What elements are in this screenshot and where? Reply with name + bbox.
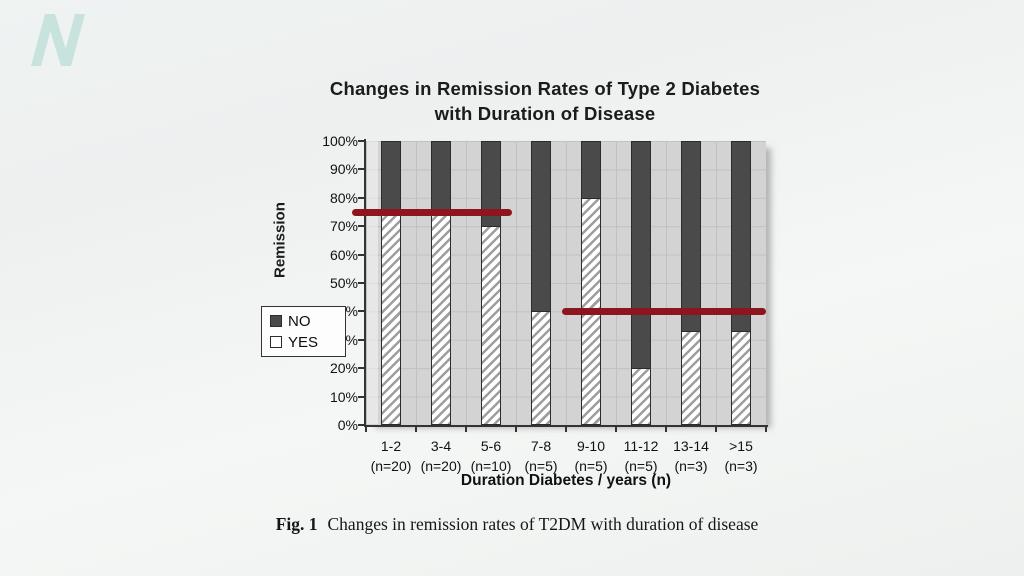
x-tick-mark: [465, 427, 467, 432]
bar-segment-yes: [681, 331, 701, 425]
x-tick-mark: [565, 427, 567, 432]
bar-segment-no: [431, 141, 451, 212]
bar-segment-yes: [731, 331, 751, 425]
y-tick-mark: [358, 367, 366, 370]
x-label-range: 9-10: [576, 438, 606, 454]
bar-7-8: [531, 141, 551, 425]
bar-segment-no: [581, 141, 601, 198]
y-tick-label: 10%: [329, 388, 358, 405]
y-tick-label: 100%: [322, 133, 358, 149]
bar-segment-yes: [531, 311, 551, 425]
y-tick-label: 0%: [337, 417, 358, 433]
x-tick-mark: [765, 427, 767, 432]
y-tick-label: 90%: [329, 161, 358, 178]
bar-segment-yes: [481, 226, 501, 425]
x-label-n: (n=3): [674, 458, 708, 474]
bar-segment-no: [681, 141, 701, 332]
x-tick-mark: [415, 427, 417, 432]
x-label-n: (n=10): [470, 458, 512, 474]
figure-caption: Fig. 1 Changes in remission rates of T2DM…: [232, 514, 802, 535]
x-label-n: (n=5): [574, 458, 608, 474]
x-axis-line: [364, 425, 768, 427]
bar-segment-no: [531, 141, 551, 312]
x-label-range: 5-6: [480, 438, 502, 454]
legend-item-yes: YES: [270, 334, 345, 351]
bar-1-2: [381, 141, 401, 425]
x-tick-mark: [715, 427, 717, 432]
y-tick-mark: [358, 253, 366, 256]
y-tick-mark: [358, 395, 366, 398]
y-tick-label: 20%: [329, 360, 358, 377]
y-tick-mark: [358, 196, 366, 199]
figure-caption-number: Fig. 1: [275, 514, 318, 534]
bar-segment-no: [731, 141, 751, 332]
y-tick-mark: [358, 140, 366, 142]
x-label-range: 1-2: [380, 438, 402, 454]
x-tick-label: >15 (n=3): [713, 436, 769, 476]
y-tick-mark: [358, 338, 366, 341]
legend-label-no: NO: [288, 312, 311, 330]
y-axis-label: Remission: [271, 202, 289, 278]
bar-5-6: [481, 141, 501, 425]
x-label-n: (n=20): [370, 458, 412, 474]
reference-line-40: [562, 307, 766, 315]
y-tick-label: 60%: [329, 246, 358, 263]
bar-segment-yes: [381, 212, 401, 425]
plot-left-sheen: [367, 141, 378, 424]
x-tick-label: 7-8 (n=5): [513, 436, 569, 476]
x-tick-label: 13-14 (n=3): [663, 436, 719, 476]
y-tick-mark: [358, 225, 366, 228]
x-tick-mark: [515, 427, 517, 432]
y-tick-mark: [358, 424, 366, 426]
bar-segment-no: [381, 141, 401, 212]
chart-title-line1: Changes in Remission Rates of Type 2 Dia…: [329, 78, 761, 99]
bar-segment-no: [481, 141, 501, 227]
x-label-range: >15: [729, 438, 753, 454]
bar-9-10: [581, 141, 601, 425]
bar-13-14: [681, 141, 701, 425]
bar->15: [731, 141, 751, 425]
y-tick-label: 70%: [329, 218, 358, 235]
y-tick-mark: [358, 282, 366, 284]
x-tick-mark: [615, 427, 617, 432]
x-label-range: 13-14: [673, 438, 709, 454]
x-tick-label: 1-2 (n=20): [363, 436, 419, 476]
x-tick-mark: [665, 427, 667, 432]
n-logo-icon: [31, 14, 85, 66]
bar-segment-no: [631, 141, 651, 369]
x-tick-label: 9-10 (n=5): [563, 436, 619, 476]
y-tick-mark: [358, 310, 366, 313]
x-tick-mark: [365, 427, 367, 432]
legend-label-yes: YES: [288, 333, 319, 351]
x-label-n: (n=5): [524, 458, 558, 474]
reference-line-75: [352, 208, 512, 216]
x-label-n: (n=5): [624, 458, 658, 474]
y-tick-label: 50%: [329, 275, 358, 291]
legend-item-no: NO: [270, 313, 345, 330]
x-axis-title: Duration Diabetes / years (n): [460, 472, 672, 489]
bar-3-4: [431, 141, 451, 425]
x-tick-label: 5-6 (n=10): [463, 436, 519, 476]
x-tick-label: 3-4 (n=20): [413, 436, 469, 476]
x-label-range: 11-12: [623, 438, 659, 454]
x-label-range: 3-4: [430, 438, 452, 454]
x-tick-label: 11-12 (n=5): [613, 436, 669, 476]
chart-title-line2: with Duration of Disease: [434, 103, 656, 124]
legend-swatch-yes-icon: [270, 336, 282, 348]
y-tick-mark: [358, 168, 366, 171]
x-label-n: (n=20): [420, 458, 462, 474]
legend-swatch-no-icon: [270, 315, 282, 327]
plot-area: [366, 141, 766, 425]
y-tick-label: 80%: [329, 189, 358, 206]
chart-legend: NO YES: [261, 306, 346, 357]
x-label-range: 7-8: [530, 438, 552, 454]
chart-title: Changes in Remission Rates of Type 2 Dia…: [300, 76, 790, 126]
bar-segment-yes: [431, 212, 451, 425]
bar-segment-yes: [631, 368, 651, 425]
figure-caption-text: Changes in remission rates of T2DM with …: [327, 514, 759, 534]
x-label-n: (n=3): [724, 458, 758, 474]
bar-11-12: [631, 141, 651, 425]
